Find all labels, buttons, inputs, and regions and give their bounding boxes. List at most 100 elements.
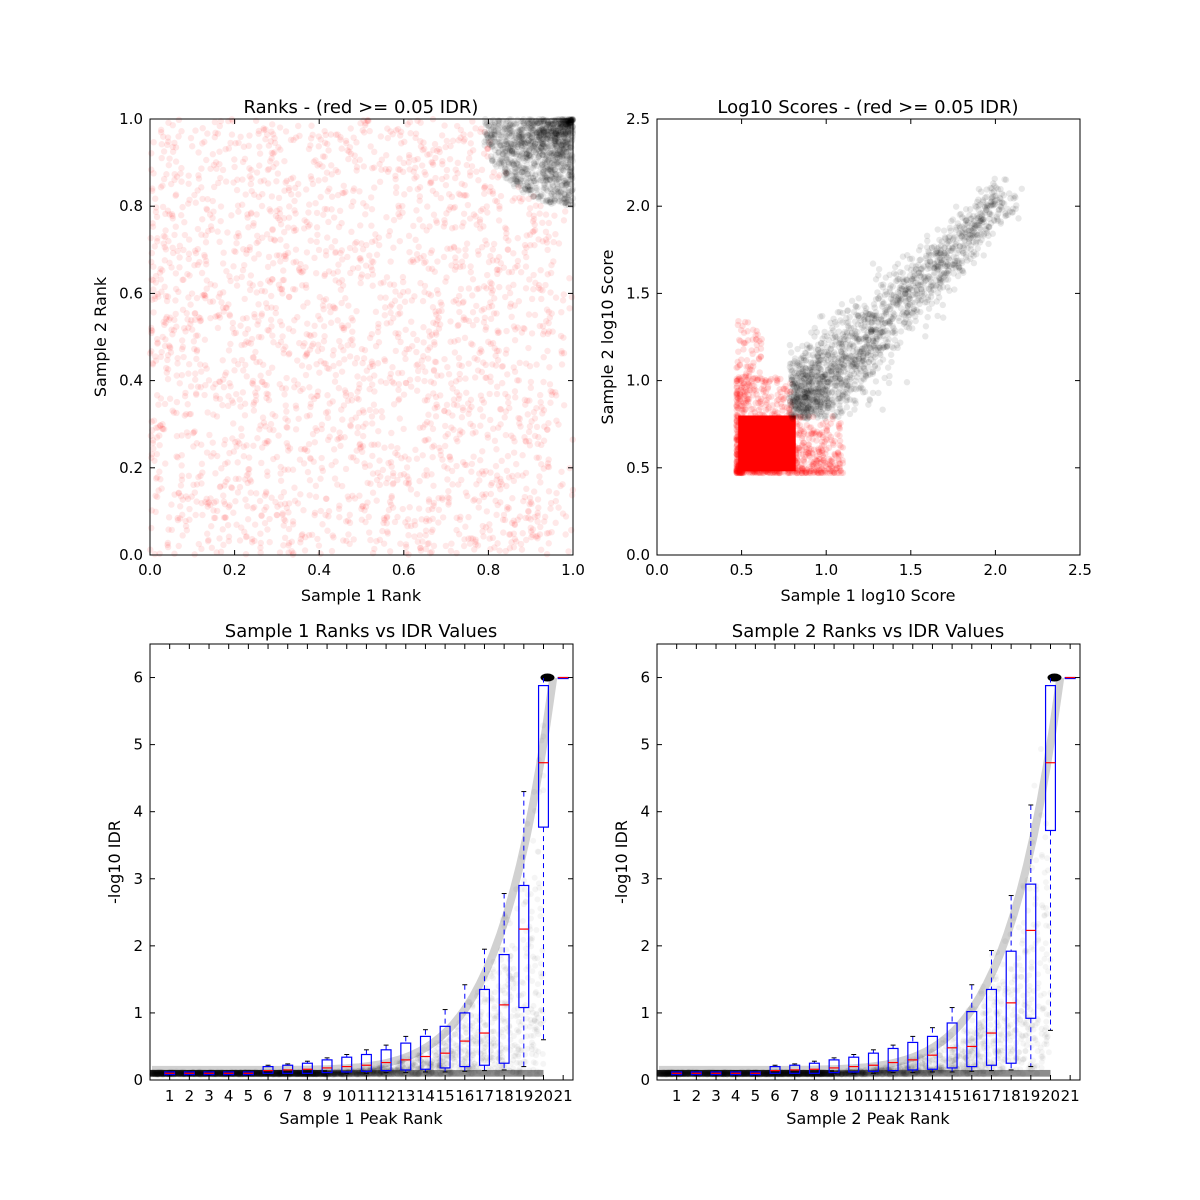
- scatter-point-red: [494, 540, 501, 547]
- scatter-point-red: [358, 516, 366, 523]
- scatter-point-red: [297, 260, 304, 268]
- scatter-point-red: [280, 350, 287, 357]
- scatter-point-red: [266, 206, 273, 213]
- scatter-point-red: [412, 164, 419, 171]
- scatter-point-red: [156, 432, 163, 439]
- scatter-point-red: [291, 286, 299, 293]
- scatter-point-red: [396, 213, 403, 220]
- scatter-point-red: [259, 378, 266, 385]
- scatter-point-red: [328, 461, 335, 469]
- scatter-point-red: [285, 525, 293, 533]
- scatter-point-red: [216, 148, 223, 155]
- scatter-point-black: [506, 121, 514, 129]
- scatter-point-red: [162, 292, 170, 300]
- scatter-point-red: [184, 432, 192, 440]
- scatter-point-red: [185, 180, 192, 187]
- scatter-point-red: [305, 145, 313, 153]
- scatter-point-red: [282, 415, 289, 422]
- scatter-point-red: [192, 332, 200, 339]
- scatter-point-red: [466, 172, 474, 179]
- scatter-point-red: [839, 459, 847, 467]
- scatter-point-red: [356, 188, 363, 195]
- scatter-point-red: [402, 541, 410, 548]
- scatter-point-red: [297, 387, 304, 395]
- scatter-point-red: [544, 347, 551, 355]
- scatter-point-red: [411, 293, 418, 300]
- scatter-point-red: [289, 518, 297, 525]
- scatter-point-red: [487, 378, 494, 385]
- scatter-point-red: [505, 237, 512, 244]
- scatter-point-red: [487, 183, 494, 191]
- scatter-point-red: [542, 211, 550, 218]
- scatter-point-red: [735, 348, 742, 355]
- scatter-point-red: [389, 469, 397, 477]
- scatter-point-red: [432, 154, 439, 162]
- scatter-point-red: [466, 215, 474, 222]
- scatter-point-red: [420, 252, 427, 260]
- scatter-point-red: [209, 151, 217, 158]
- scatter-point-red: [537, 479, 544, 486]
- scatter-point-red: [463, 192, 470, 199]
- scatter-point-red: [265, 277, 272, 284]
- scatter-point-red: [451, 349, 459, 356]
- scatter-point-red: [226, 312, 234, 319]
- scatter-point-red: [320, 211, 327, 218]
- scatter-point-red: [398, 369, 406, 377]
- scatter-point-red: [367, 143, 374, 150]
- scatter-point-black: [569, 175, 576, 182]
- scatter-point-red: [404, 516, 412, 523]
- scatter-point-red: [273, 511, 281, 519]
- scatter-point-red: [383, 514, 390, 521]
- scatter-point-red: [292, 402, 300, 409]
- scatter-point-red: [555, 421, 562, 428]
- scatter-point-red: [369, 452, 376, 460]
- scatter-point-red: [414, 361, 421, 368]
- scatter-point-black: [520, 170, 527, 178]
- scatter-point-red: [413, 387, 421, 394]
- scatter-point-red: [155, 293, 162, 300]
- scatter-point-red: [309, 430, 317, 438]
- scatter-point-red: [749, 392, 757, 399]
- scatter-point-red: [280, 542, 287, 549]
- scatter-point-red: [222, 304, 230, 311]
- scatter-point-black: [548, 159, 555, 167]
- scatter-point-red: [525, 311, 533, 318]
- scatter-point-red: [761, 424, 768, 431]
- scatter-point-red: [456, 308, 463, 316]
- scatter-point-red: [432, 217, 440, 224]
- scatter-point-red: [157, 265, 164, 273]
- scatter-point-red: [231, 247, 238, 255]
- scatter-point-red: [796, 446, 803, 454]
- scatter-point-red: [264, 391, 272, 398]
- scatter-point-red: [358, 345, 366, 353]
- scatter-point-red: [496, 283, 503, 291]
- scatter-point-red: [259, 361, 267, 368]
- scatter-point-red: [568, 491, 576, 499]
- scatter-point-red: [446, 453, 453, 460]
- scatter-point-red: [545, 308, 552, 316]
- scatter-point-red: [393, 184, 400, 191]
- scatter-point-red: [352, 414, 360, 421]
- scatter-point-red: [510, 281, 517, 289]
- scatter-point-red: [230, 420, 237, 427]
- scatter-point-red: [157, 395, 165, 402]
- scatter-point-red: [263, 490, 270, 497]
- scatter-point-red: [223, 304, 230, 312]
- scatter-point-black: [550, 199, 557, 206]
- scatter-point-red: [323, 169, 331, 176]
- scatter-point-red: [154, 493, 161, 501]
- scatter-point-red: [504, 246, 512, 253]
- scatter-point-red: [168, 210, 176, 218]
- scatter-point-red: [334, 317, 341, 324]
- scatter-point-red: [319, 521, 326, 528]
- scatter-point-red: [307, 400, 315, 407]
- scatter-point-red: [441, 216, 448, 224]
- scatter-point-red: [281, 534, 289, 542]
- scatter-point-red: [268, 149, 275, 157]
- scatter-point-red: [533, 423, 541, 431]
- scatter-point-red: [304, 468, 312, 476]
- scatter-point-red: [396, 166, 403, 173]
- scatter-point-red: [438, 132, 446, 139]
- scatter-point-red: [241, 155, 249, 163]
- scatter-point-red: [322, 247, 330, 255]
